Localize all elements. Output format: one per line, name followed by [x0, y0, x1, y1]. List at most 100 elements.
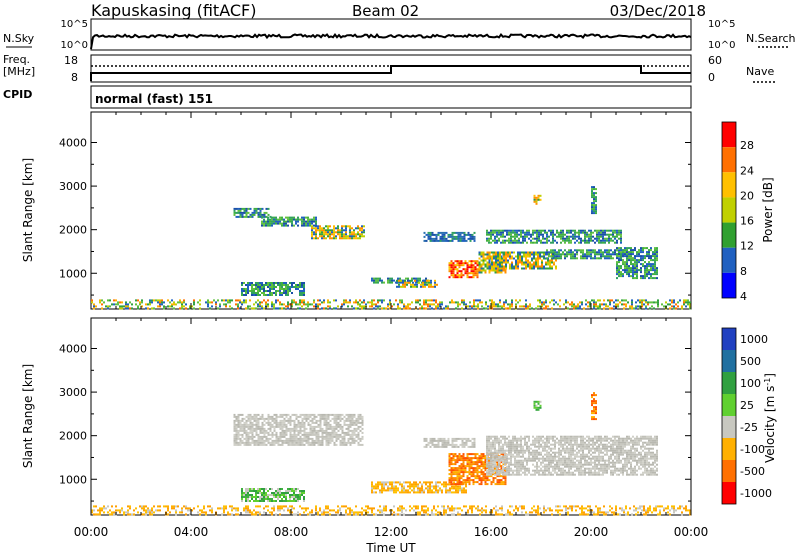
echo-cell — [620, 257, 622, 260]
echo-cell — [243, 431, 246, 434]
echo-cell — [235, 419, 238, 422]
echo-cell — [283, 425, 286, 428]
echo-cell — [245, 207, 248, 210]
echo-cell — [225, 305, 227, 308]
echo-cell — [373, 277, 375, 280]
echo-cell — [239, 299, 241, 302]
echo-cell — [285, 216, 287, 219]
echo-cell — [285, 292, 287, 294]
echo-cell — [646, 265, 648, 268]
echo-cell — [610, 253, 612, 256]
echo-cell — [496, 463, 499, 466]
echo-cell — [183, 305, 185, 308]
echo-cell — [275, 439, 278, 442]
echo-cell — [461, 445, 464, 448]
echo-cell — [427, 441, 430, 444]
echo-cell — [564, 439, 566, 442]
echo-cell — [470, 260, 473, 263]
echo-cell — [297, 441, 300, 444]
echo-cell — [245, 292, 247, 294]
echo-cell — [315, 218, 317, 221]
echo-cell — [621, 303, 623, 306]
echo-cell — [443, 307, 445, 310]
echo-cell — [546, 441, 548, 444]
echo-cell — [303, 425, 306, 428]
echo-cell — [661, 303, 663, 306]
echo-cell — [618, 233, 620, 236]
echo-cell — [596, 229, 598, 232]
echo-cell — [273, 286, 275, 288]
echo-cell — [640, 267, 642, 270]
echo-cell — [504, 229, 506, 232]
echo-cell — [540, 241, 542, 244]
echo-cell — [349, 301, 351, 304]
echo-cell — [620, 237, 622, 240]
echo-cell — [321, 435, 324, 438]
echo-cell — [235, 437, 238, 440]
echo-cell — [271, 441, 274, 444]
echo-cell — [518, 453, 520, 456]
echo-cell — [269, 290, 271, 292]
echo-cell — [546, 239, 548, 242]
echo-cell — [527, 251, 529, 254]
echo-cell — [331, 417, 334, 420]
echo-cell — [479, 299, 481, 302]
echo-cell — [578, 229, 580, 232]
echo-cell — [656, 271, 658, 274]
echo-cell — [585, 299, 587, 302]
echo-cell — [630, 271, 632, 274]
echo-cell — [267, 224, 269, 227]
echo-cell — [377, 305, 379, 308]
echo-cell — [457, 233, 460, 236]
echo-cell — [391, 489, 393, 492]
echo-cell — [281, 303, 283, 306]
echo-cell — [347, 417, 350, 420]
echo-cell — [275, 290, 277, 292]
echo-cell — [450, 481, 453, 484]
echo-cell — [345, 417, 348, 420]
echo-cell — [467, 233, 470, 236]
echo-cell — [305, 303, 307, 306]
echo-cell — [534, 455, 536, 458]
echo-cell — [504, 271, 507, 274]
echo-cell — [305, 433, 308, 436]
echo-cell — [478, 455, 481, 458]
echo-cell — [581, 301, 583, 304]
echo-cell — [667, 303, 669, 306]
echo-cell — [253, 303, 255, 306]
echo-cell — [269, 224, 271, 227]
echo-cell — [495, 303, 497, 306]
echo-cell — [369, 301, 371, 304]
echo-cell — [587, 301, 589, 304]
echo-cell — [602, 239, 604, 242]
echo-cell — [498, 445, 500, 448]
echo-cell — [510, 473, 512, 476]
echo-cell — [482, 453, 485, 456]
echo-cell — [401, 299, 403, 302]
echo-cell — [297, 218, 299, 221]
echo-cell — [285, 224, 287, 227]
echo-cell — [435, 439, 438, 442]
echo-cell — [323, 429, 326, 432]
echo-cell — [507, 253, 509, 256]
echo-cell — [303, 282, 305, 284]
echo-cell — [528, 467, 530, 470]
echo-cell — [422, 283, 424, 286]
echo-cell — [488, 251, 491, 254]
echo-cell — [490, 269, 493, 272]
echo-cell — [414, 285, 416, 288]
echo-cell — [457, 487, 459, 490]
echo-cell — [410, 285, 412, 288]
echo-cell — [572, 235, 574, 238]
echo-cell — [552, 461, 554, 464]
echo-cell — [323, 413, 326, 416]
echo-cell — [347, 415, 350, 418]
echo-cell — [107, 299, 109, 302]
echo-cell — [622, 273, 624, 276]
echo-cell — [502, 453, 505, 456]
echo-cell — [315, 425, 318, 428]
echo-cell — [504, 471, 506, 474]
echo-cell — [499, 301, 501, 304]
echo-cell — [287, 218, 289, 221]
echo-cell — [528, 231, 530, 234]
